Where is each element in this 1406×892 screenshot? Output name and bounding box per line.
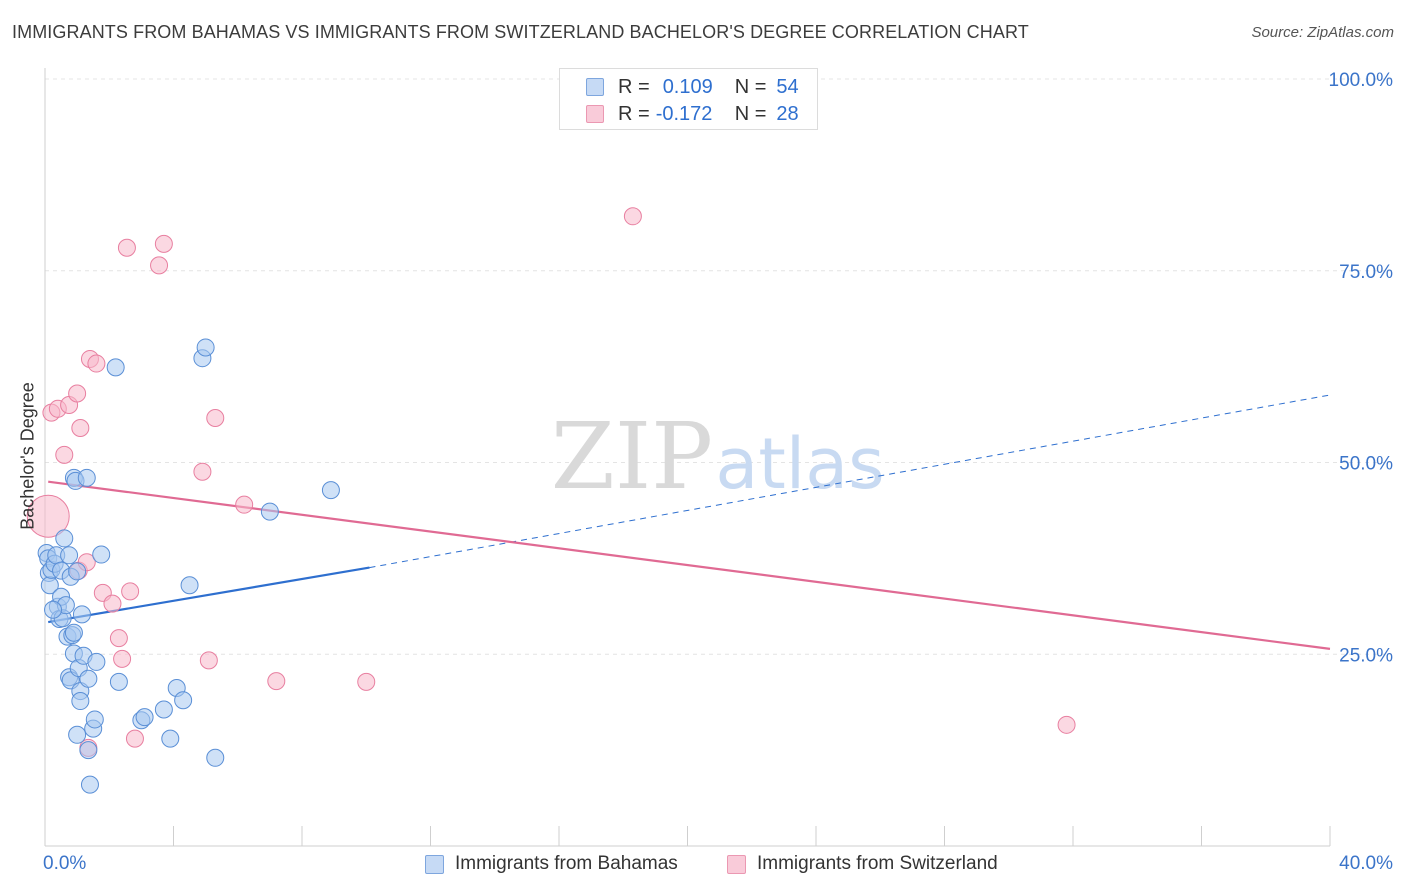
point-bahamas xyxy=(154,700,173,719)
watermark-zip: ZIP xyxy=(551,403,713,510)
point-switzerland xyxy=(125,729,144,748)
point-switzerland xyxy=(1057,715,1076,734)
bottom-legend-swatch-switzerland xyxy=(727,854,746,874)
y-tick-label: 75.0% xyxy=(1339,262,1393,283)
point-switzerland xyxy=(26,494,70,538)
point-switzerland xyxy=(117,238,136,257)
legend-swatch-bahamas xyxy=(586,78,604,96)
bottom-legend-label-bahamas: Immigrants from Bahamas xyxy=(455,853,678,874)
point-switzerland xyxy=(121,582,140,601)
legend-r-value: -0.172 xyxy=(655,102,713,125)
bottom-legend-label-switzerland: Immigrants from Switzerland xyxy=(757,853,998,874)
x-tick-label: 0.0% xyxy=(43,853,86,874)
point-switzerland xyxy=(103,594,122,613)
point-bahamas xyxy=(79,669,98,688)
point-bahamas xyxy=(60,546,79,565)
point-switzerland xyxy=(623,207,642,226)
point-switzerland xyxy=(71,418,90,437)
legend-row-bahamas: R = 0.109 N = 54 xyxy=(560,74,799,100)
legend-n-value: 54 xyxy=(776,75,799,98)
trend-line-bahamas-projection xyxy=(369,394,1331,569)
point-bahamas xyxy=(180,576,199,595)
y-axis-label: Bachelor's Degree xyxy=(17,382,38,530)
source-label: Source: ZipAtlas.com xyxy=(1251,24,1394,41)
point-bahamas xyxy=(174,691,193,710)
y-tick-label: 100.0% xyxy=(1329,70,1394,91)
point-switzerland xyxy=(113,649,132,668)
point-switzerland xyxy=(150,256,169,275)
legend-r-value: 0.109 xyxy=(662,75,713,98)
legend-row-switzerland: R = -0.172 N = 28 xyxy=(560,101,799,127)
x-tick-label: 40.0% xyxy=(1339,853,1393,874)
point-switzerland xyxy=(109,629,128,648)
point-bahamas xyxy=(196,338,215,357)
point-bahamas xyxy=(68,725,87,744)
point-switzerland xyxy=(235,495,254,514)
point-bahamas xyxy=(135,708,154,727)
point-switzerland xyxy=(199,651,218,670)
point-bahamas xyxy=(106,358,125,377)
point-bahamas xyxy=(321,481,340,500)
tick-labels: 25.0% 50.0% 75.0% 100.0% 0.0% 40.0% xyxy=(43,70,1393,874)
chart-title: IMMIGRANTS FROM BAHAMAS VS IMMIGRANTS FR… xyxy=(12,22,1029,42)
point-switzerland xyxy=(206,409,225,428)
point-bahamas xyxy=(161,729,180,748)
point-bahamas xyxy=(77,468,96,487)
point-switzerland xyxy=(267,672,286,691)
bottom-legend-swatch-bahamas xyxy=(425,854,444,874)
point-bahamas xyxy=(92,545,111,564)
point-bahamas xyxy=(85,710,104,729)
trend-line-bahamas xyxy=(48,566,370,624)
point-switzerland xyxy=(87,354,106,373)
point-bahamas xyxy=(44,600,63,619)
point-bahamas xyxy=(79,741,98,760)
y-tick-label: 50.0% xyxy=(1339,454,1393,475)
legend-n-value: 28 xyxy=(776,102,799,125)
axes xyxy=(44,68,1331,847)
point-switzerland xyxy=(55,445,74,464)
bottom-legend-bahamas: Immigrants from Bahamas xyxy=(425,851,678,877)
point-bahamas xyxy=(68,562,87,581)
point-bahamas xyxy=(87,652,106,671)
legend-swatch-switzerland xyxy=(586,105,604,123)
legend-r-label: R = xyxy=(618,102,650,125)
point-switzerland xyxy=(193,462,212,481)
legend-r-label: R = xyxy=(618,75,650,98)
point-switzerland xyxy=(154,234,173,253)
correlation-legend: R = 0.109 N = 54 R = -0.172 N = 28 xyxy=(559,68,818,130)
legend-n-label: N = xyxy=(734,102,767,125)
point-bahamas xyxy=(109,672,128,691)
bottom-legend-switzerland: Immigrants from Switzerland xyxy=(727,851,998,877)
point-bahamas xyxy=(64,623,83,642)
legend-n-label: N = xyxy=(734,75,767,98)
point-bahamas xyxy=(72,605,91,624)
y-tick-label: 25.0% xyxy=(1339,645,1393,666)
point-bahamas xyxy=(71,692,90,711)
point-bahamas xyxy=(206,748,225,767)
watermark: ZIP atlas xyxy=(551,403,885,510)
grid-lines xyxy=(45,78,1392,655)
watermark-atlas: atlas xyxy=(715,423,884,505)
point-bahamas xyxy=(55,529,74,548)
point-switzerland xyxy=(68,384,87,403)
data-points xyxy=(26,207,1076,794)
point-bahamas xyxy=(260,502,279,521)
point-switzerland xyxy=(357,672,376,691)
point-bahamas xyxy=(80,775,99,794)
